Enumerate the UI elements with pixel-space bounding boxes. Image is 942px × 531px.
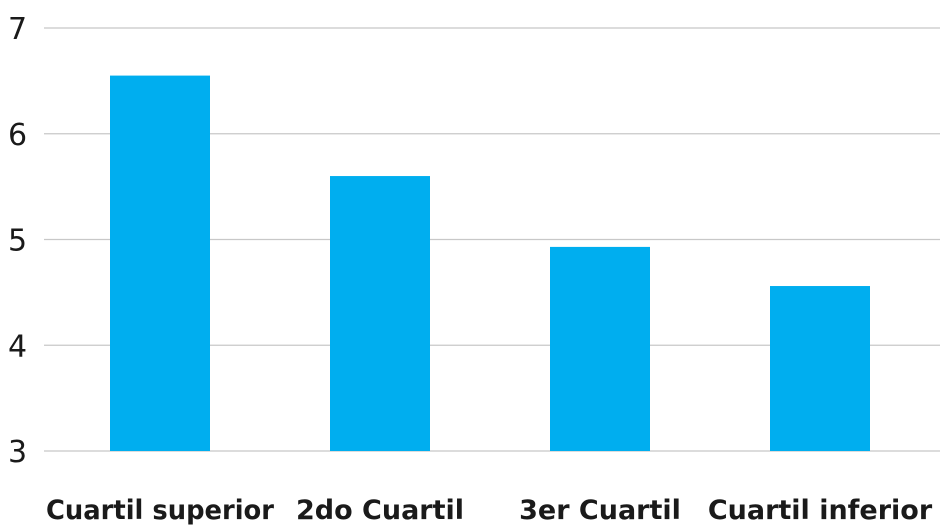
x-tick-label: Cuartil inferior xyxy=(708,495,933,526)
x-tick-label: Cuartil superior xyxy=(46,495,275,526)
y-tick-label: 3 xyxy=(8,435,27,470)
y-tick-label: 5 xyxy=(8,224,27,259)
y-tick-label: 7 xyxy=(8,12,27,47)
y-tick-label: 6 xyxy=(8,118,27,153)
bars xyxy=(110,75,870,452)
y-axis-ticks: 3 4 5 6 7 xyxy=(8,12,27,470)
bar xyxy=(550,246,650,451)
y-tick-label: 4 xyxy=(8,329,27,364)
x-axis-ticks: Cuartil superior 2do Cuartil 3er Cuartil Cu… xyxy=(46,495,933,526)
bar xyxy=(770,286,870,451)
x-tick-label: 3er Cuartil xyxy=(519,495,681,526)
bar xyxy=(110,75,210,452)
bar xyxy=(330,176,430,452)
x-tick-label: 2do Cuartil xyxy=(296,495,464,526)
